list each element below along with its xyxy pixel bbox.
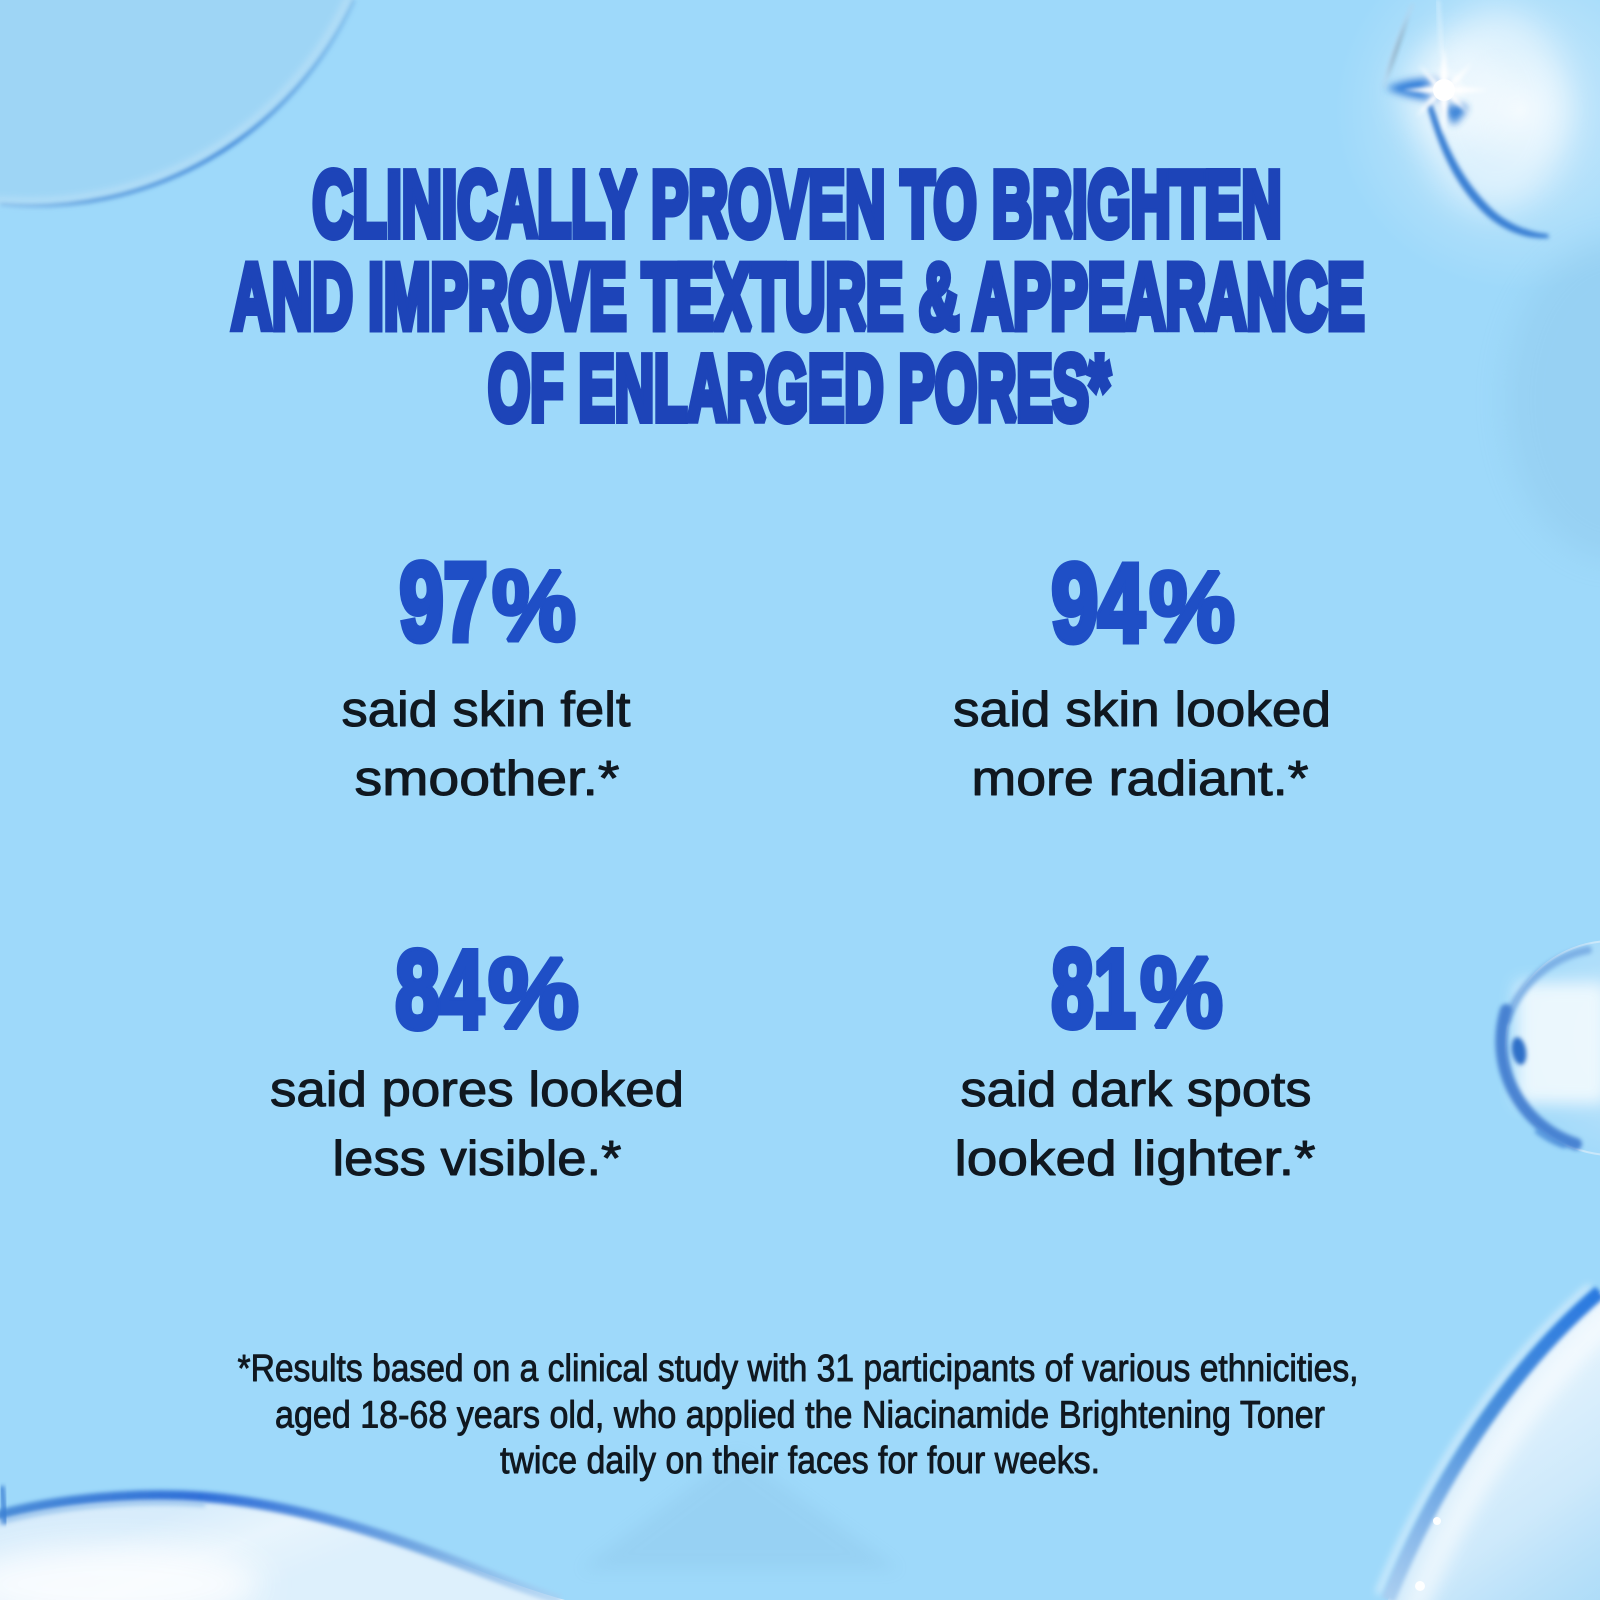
svg-text:aged 18-68 years old, who appl: aged 18-68 years old, who applied the Ni… [275, 1395, 1325, 1437]
svg-text:%: % [492, 550, 576, 662]
svg-text:%: % [488, 938, 579, 1050]
svg-text:*Results based on a clinical s: *Results based on a clinical study with … [238, 1348, 1359, 1390]
svg-text:94: 94 [1052, 542, 1145, 665]
svg-text:CLINICALLY PROVEN TO BRIGHTEN: CLINICALLY PROVEN TO BRIGHTEN [313, 152, 1282, 256]
svg-text:twice daily on their faces for: twice daily on their faces for four week… [500, 1440, 1100, 1482]
svg-text:smoother.*: smoother.* [355, 752, 620, 806]
svg-text:97: 97 [400, 541, 488, 664]
svg-text:81: 81 [1052, 928, 1136, 1051]
svg-text:said pores looked: said pores looked [270, 1063, 684, 1117]
svg-text:said skin felt: said skin felt [342, 683, 631, 737]
svg-text:OF ENLARGED PORES*: OF ENLARGED PORES* [488, 336, 1110, 440]
svg-text:%: % [1140, 937, 1223, 1049]
svg-text:more radiant.*: more radiant.* [972, 752, 1309, 806]
svg-text:AND IMPROVE TEXTURE & APPEARAN: AND IMPROVE TEXTURE & APPEARANCE [232, 245, 1365, 349]
svg-text:said skin looked: said skin looked [953, 683, 1331, 737]
svg-text:looked lighter.*: looked lighter.* [955, 1132, 1316, 1186]
svg-text:said dark spots: said dark spots [961, 1063, 1312, 1117]
svg-text:84: 84 [396, 929, 484, 1052]
svg-text:%: % [1149, 551, 1235, 663]
svg-text:less visible.*: less visible.* [333, 1132, 622, 1186]
